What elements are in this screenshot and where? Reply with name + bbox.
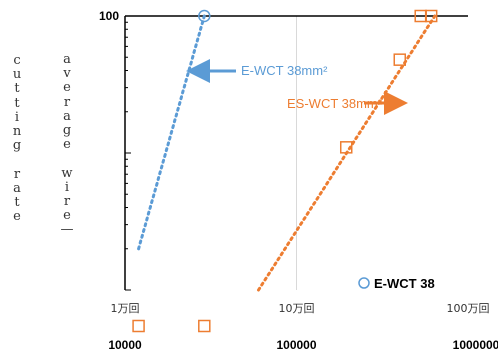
x-tick-jp-label-2: 100万回 <box>447 302 490 315</box>
x-tick-jp-label-0: 1万回 <box>111 302 140 315</box>
x-tick-label-0: 10000 <box>108 338 142 352</box>
point-1-4 <box>132 319 145 333</box>
x-tick-label-1: 100000 <box>276 338 316 352</box>
point-0-0 <box>198 9 211 23</box>
y-tick-label-0: 100 <box>99 9 119 23</box>
point-1-1 <box>424 9 438 23</box>
x-tick-label-2: 1000000 <box>453 338 498 352</box>
legend-label-0: E-WCT 38 <box>374 276 435 291</box>
annotation-label-0: E-WCT 38mm² <box>241 63 328 78</box>
point-1-3 <box>339 141 353 154</box>
x-tick-jp-label-1: 10万回 <box>279 302 315 315</box>
legend-marker-0 <box>358 277 370 289</box>
annotation-label-1: ES-WCT 38mm² <box>287 96 383 111</box>
point-1-2 <box>393 53 407 66</box>
trend-line-0 <box>137 14 206 251</box>
point-1-5 <box>198 319 211 333</box>
